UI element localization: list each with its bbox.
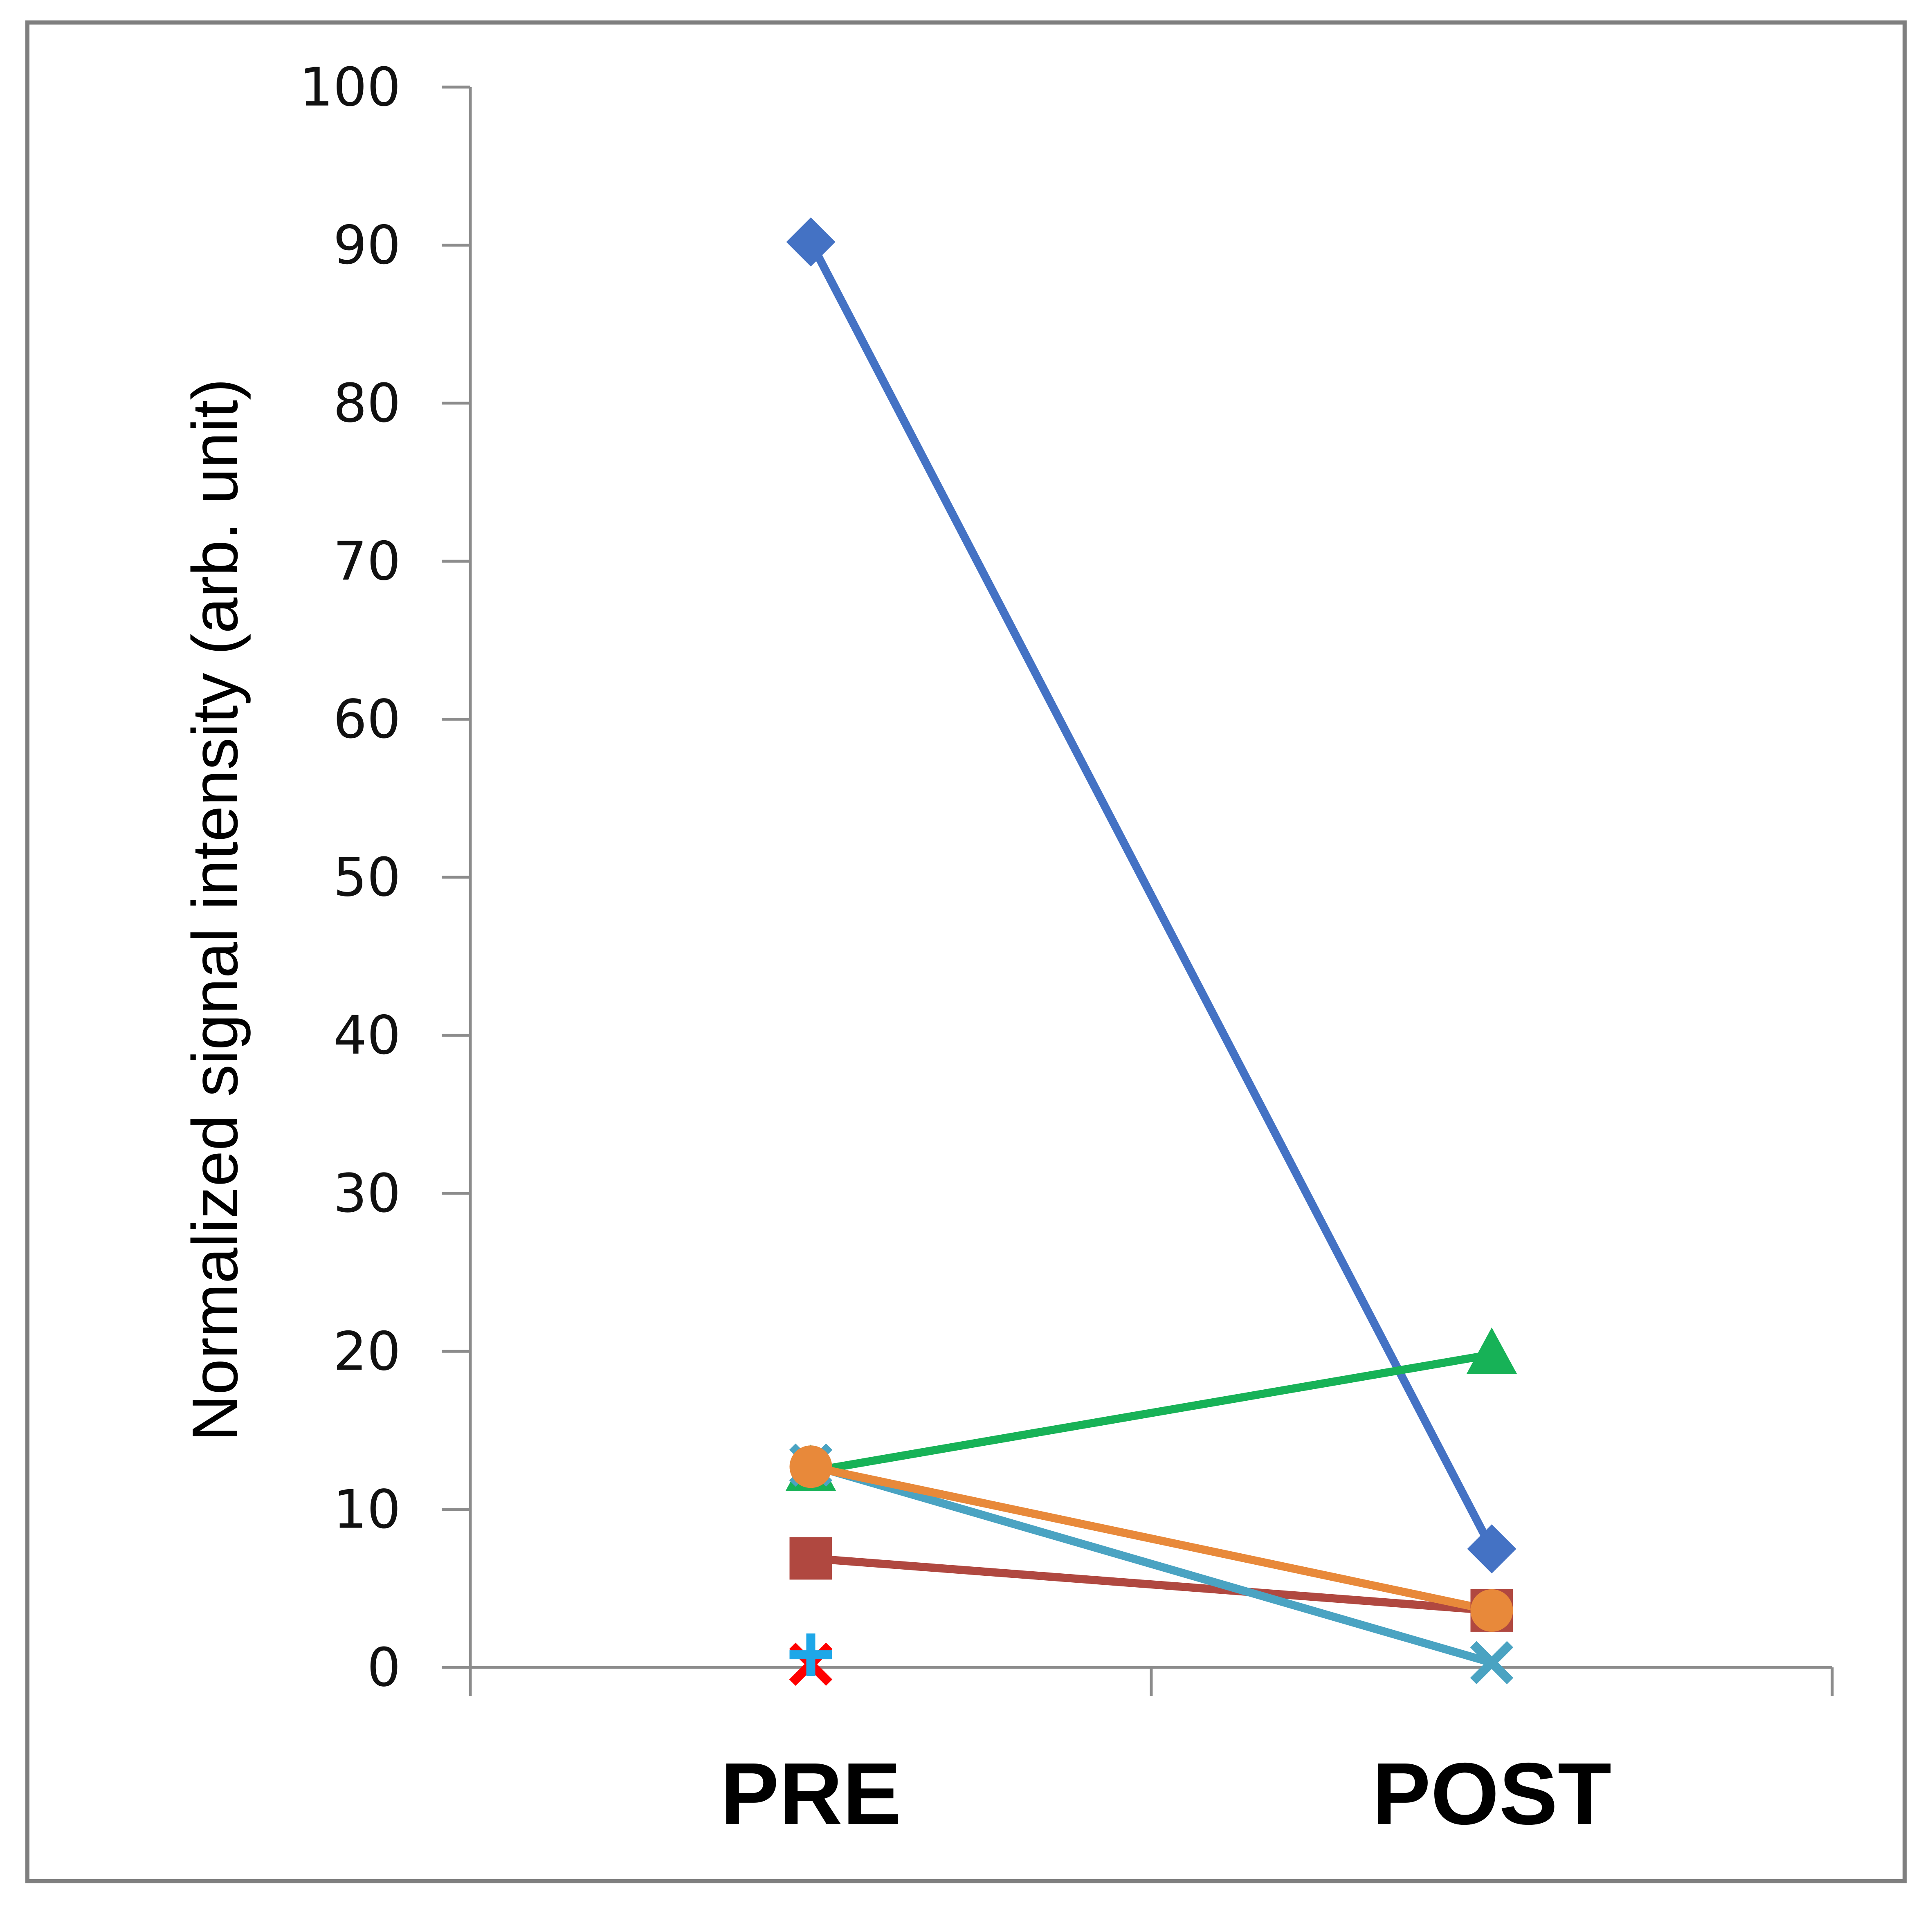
y-axis-title: Normalized signal intensity (arb. unit) xyxy=(179,378,251,1441)
y-tick-label: 50 xyxy=(333,846,401,908)
x-axis-ticks: PRE POST xyxy=(720,1667,1834,1843)
series-5-line xyxy=(810,1462,1493,1615)
series-markers xyxy=(785,217,1517,1686)
y-tick-label: 100 xyxy=(299,56,401,118)
series-lines xyxy=(807,240,1496,1667)
x-category-label-pre: PRE xyxy=(720,1744,901,1843)
y-tick-label: 20 xyxy=(333,1320,401,1382)
y-tick-label: 90 xyxy=(333,214,401,276)
y-tick-label: 30 xyxy=(333,1162,401,1224)
series-2-line xyxy=(810,1554,1492,1615)
x-category-label-post: POST xyxy=(1372,1744,1611,1843)
series-1-point-pre xyxy=(786,217,836,267)
series-7-point-pre xyxy=(789,1633,832,1676)
y-tick-label: 70 xyxy=(333,530,401,592)
y-tick-label: 0 xyxy=(367,1636,401,1698)
series-4-point-post xyxy=(1470,1641,1514,1685)
series-1-point-post xyxy=(1467,1524,1516,1574)
series-3-point-post xyxy=(1466,1327,1517,1374)
y-axis-ticks: 0 10 20 30 40 50 60 70 80 90 100 xyxy=(299,56,470,1698)
series-5-point-post xyxy=(1470,1589,1513,1632)
y-tick-label: 10 xyxy=(333,1478,401,1541)
series-2-point-pre xyxy=(789,1537,832,1580)
y-tick-label: 60 xyxy=(333,688,401,750)
series-1-line xyxy=(807,240,1496,1551)
y-tick-label: 40 xyxy=(333,1004,401,1066)
series-4-line xyxy=(809,1461,1493,1667)
y-tick-label: 80 xyxy=(333,372,401,434)
series-3-line xyxy=(810,1350,1493,1476)
series-5-point-pre xyxy=(789,1445,832,1488)
